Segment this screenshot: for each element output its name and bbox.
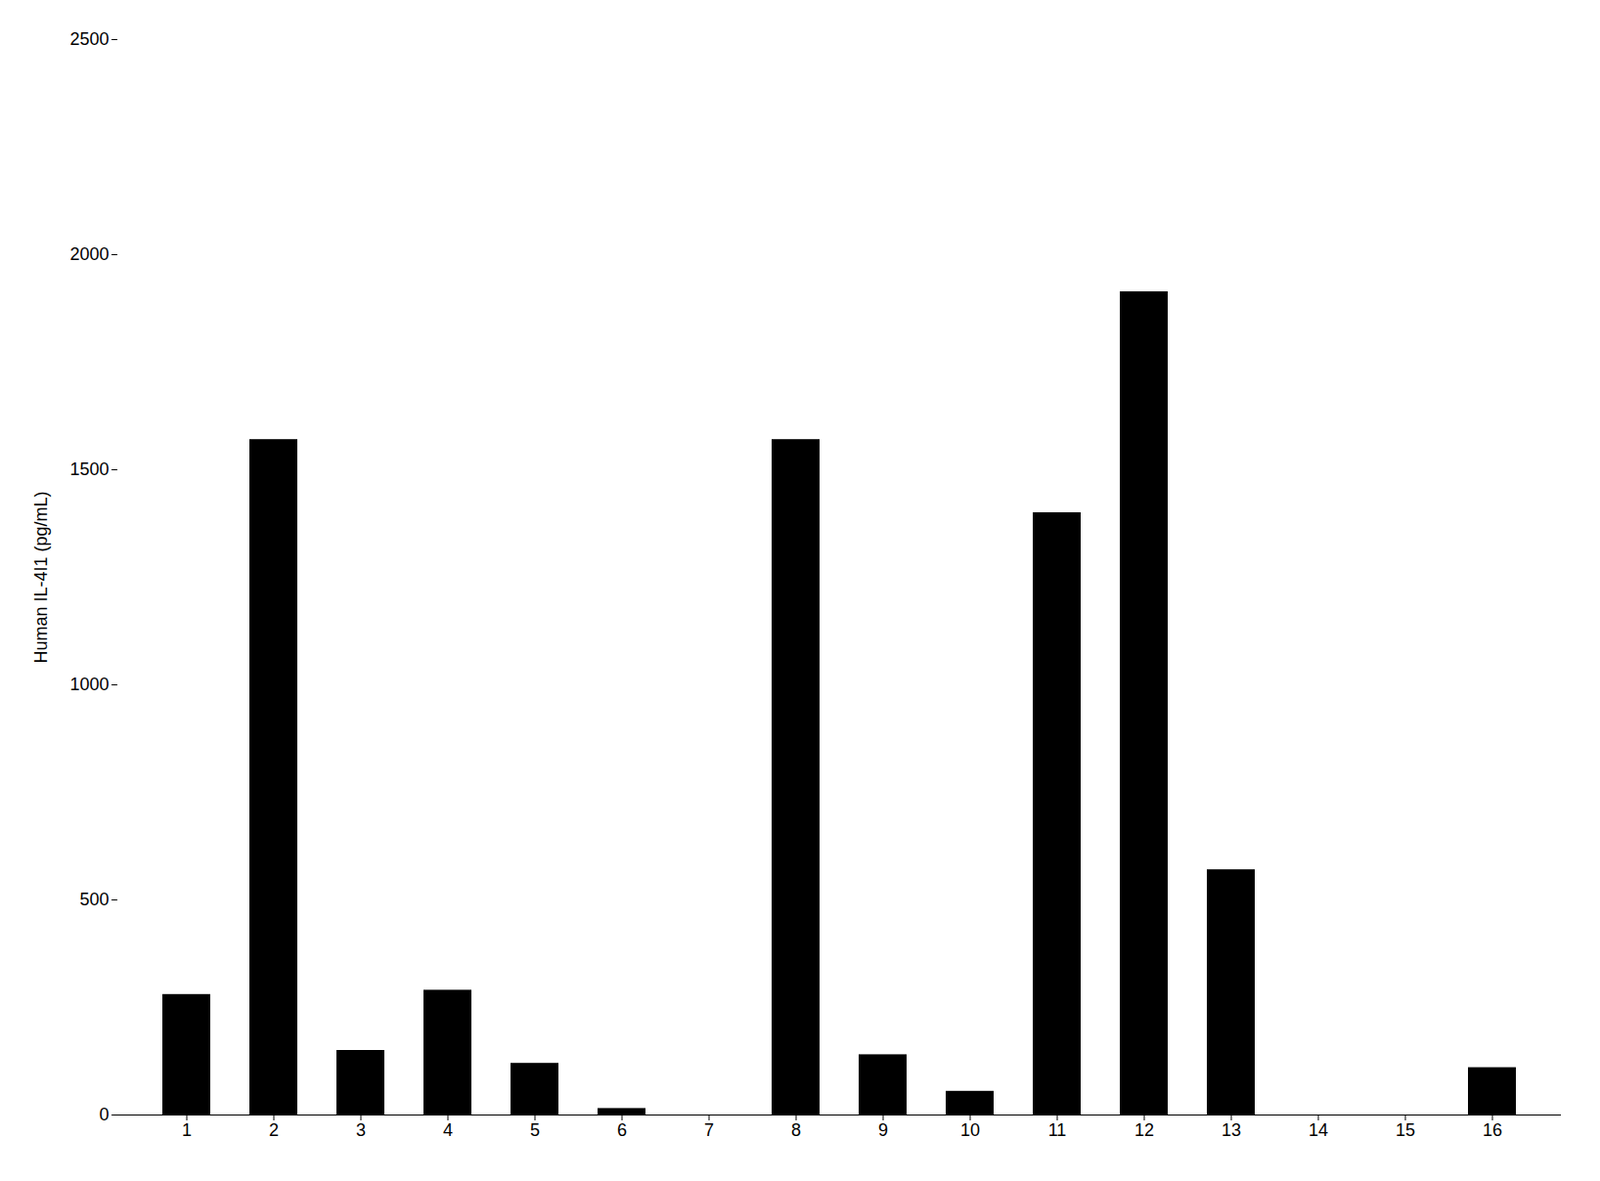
svg-text:2000: 2000 (69, 244, 109, 265)
svg-text:8: 8 (791, 1120, 801, 1141)
svg-text:2500: 2500 (69, 29, 109, 49)
svg-text:3: 3 (355, 1120, 366, 1141)
svg-text:12: 12 (1134, 1120, 1155, 1141)
svg-text:7: 7 (704, 1120, 714, 1141)
svg-text:1000: 1000 (69, 674, 109, 695)
svg-text:15: 15 (1395, 1120, 1416, 1141)
svg-text:1: 1 (181, 1120, 192, 1141)
svg-text:16: 16 (1482, 1120, 1503, 1141)
svg-text:1500: 1500 (69, 459, 109, 480)
svg-text:Human IL-4I1 (pg/mL): Human IL-4I1 (pg/mL) (31, 490, 51, 664)
svg-text:500: 500 (79, 889, 109, 910)
svg-text:0: 0 (98, 1105, 109, 1125)
svg-text:4: 4 (443, 1120, 453, 1141)
svg-text:5: 5 (530, 1120, 540, 1141)
svg-text:2: 2 (268, 1120, 279, 1141)
svg-text:14: 14 (1308, 1120, 1329, 1141)
svg-text:6: 6 (617, 1120, 627, 1141)
svg-text:9: 9 (878, 1120, 889, 1141)
svg-text:10: 10 (960, 1120, 980, 1141)
svg-text:13: 13 (1221, 1120, 1242, 1141)
svg-text:11: 11 (1048, 1120, 1067, 1141)
